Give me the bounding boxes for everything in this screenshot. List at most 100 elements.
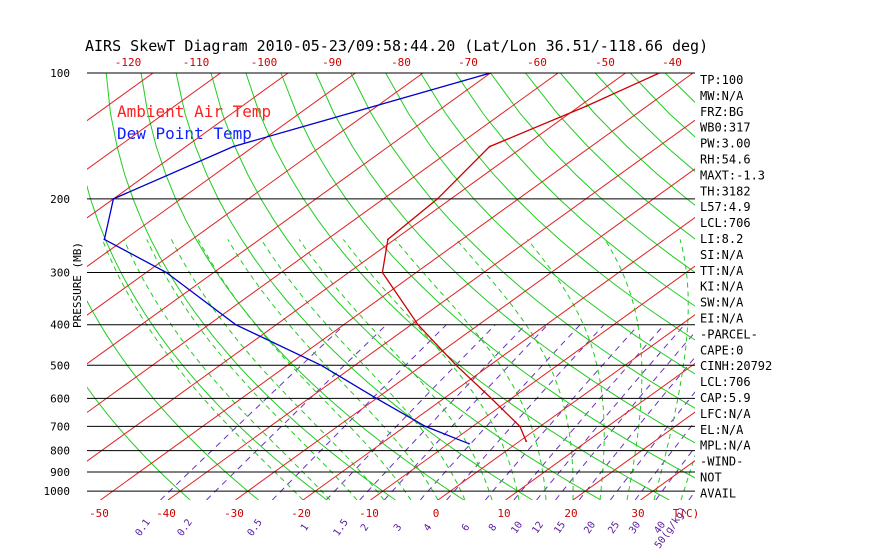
dew-point-point bbox=[103, 238, 106, 241]
moist-adiabat-line bbox=[197, 239, 412, 500]
chart-title: AIRS SkewT Diagram 2010-05-23/09:58:44.2… bbox=[85, 37, 708, 55]
mixing-ratio-line bbox=[555, 331, 695, 500]
dry-adiabat-line bbox=[455, 73, 695, 307]
pressure-tick-label: 600 bbox=[50, 392, 70, 405]
side-panel: TP:100MW:N/AFRZ:BGWB0:317PW:3.00RH:54.6M… bbox=[700, 73, 772, 500]
dew-point-point bbox=[468, 442, 470, 445]
ambient-temp-point bbox=[455, 364, 458, 367]
side-panel-item: MPL:N/A bbox=[700, 439, 751, 453]
side-panel-item: MW:N/A bbox=[700, 89, 744, 103]
dew-point-point bbox=[320, 364, 323, 367]
bottom-temp-tick-label: -50 bbox=[89, 507, 109, 520]
side-panel-item: LFC:N/A bbox=[700, 407, 751, 421]
side-panel-item: SW:N/A bbox=[700, 296, 744, 310]
dry-adiabat-line bbox=[105, 73, 396, 500]
isotherm-line bbox=[572, 411, 695, 500]
ambient-temp-point bbox=[488, 145, 491, 148]
ambient-temp-point bbox=[585, 105, 588, 108]
dry-adiabat-line bbox=[385, 73, 695, 375]
mixing-ratio-label: 20 bbox=[582, 520, 598, 536]
mixing-ratio-line bbox=[359, 324, 526, 500]
ambient-temp-series bbox=[381, 73, 661, 443]
side-panel-item: NOT bbox=[700, 471, 722, 485]
side-panel-item: AVAIL bbox=[700, 486, 736, 500]
side-panel-item: RH:54.6 bbox=[700, 153, 751, 167]
dry-adiabat-line bbox=[525, 73, 695, 240]
pressure-tick-label: 500 bbox=[50, 359, 70, 372]
bottom-temp-tick-label: T(C) bbox=[673, 507, 700, 520]
isotherm-line bbox=[776, 73, 870, 500]
pressure-tick-label: 200 bbox=[50, 193, 70, 206]
top-temp-tick-label: -50 bbox=[595, 56, 615, 69]
dew-point-series bbox=[103, 73, 492, 445]
mixing-ratio-line bbox=[446, 324, 605, 500]
dry-adiabat-line bbox=[175, 73, 533, 500]
dry-adiabat-line bbox=[420, 73, 695, 341]
isotherm-line bbox=[87, 73, 356, 268]
pressure-tick-label: 800 bbox=[50, 445, 70, 458]
pressure-tick-label: 900 bbox=[50, 466, 70, 479]
pressure-tick-label: 1000 bbox=[44, 485, 71, 498]
mixing-ratio-line bbox=[383, 324, 549, 500]
dry-adiabat-line bbox=[735, 73, 870, 500]
ambient-temp-point bbox=[386, 238, 389, 241]
dry-adiabat-line bbox=[87, 299, 259, 500]
isotherm-line bbox=[302, 216, 695, 500]
side-panel-item: TT:N/A bbox=[700, 264, 744, 278]
side-panel-item: EL:N/A bbox=[700, 423, 744, 437]
top-temp-tick-label: -80 bbox=[391, 56, 411, 69]
moist-adiabat-line bbox=[146, 239, 358, 500]
dew-point-point bbox=[424, 425, 427, 428]
side-panel-item: PW:3.00 bbox=[700, 137, 751, 151]
isotherm-line bbox=[87, 73, 559, 414]
top-temp-tick-label: -110 bbox=[183, 56, 210, 69]
legend-dew-point-temp: Dew Point Temp bbox=[117, 124, 252, 143]
moist-adiabat-line bbox=[455, 239, 574, 500]
side-panel-item: FRZ:BG bbox=[700, 105, 743, 119]
isotherm-line bbox=[235, 168, 695, 500]
side-panel-item: KI:N/A bbox=[700, 280, 744, 294]
isotherm-line bbox=[87, 73, 221, 170]
moist-adiabat-line bbox=[653, 239, 689, 500]
side-panel-item: MAXT:-1.3 bbox=[700, 168, 765, 182]
top-temp-tick-label: -120 bbox=[115, 56, 142, 69]
mixing-ratio-label: 25 bbox=[606, 520, 622, 536]
side-panel-item: -PARCEL- bbox=[700, 327, 758, 341]
top-temp-tick-label: -90 bbox=[322, 56, 342, 69]
bottom-temp-tick-label: 30 bbox=[631, 507, 644, 520]
dry-adiabat-line bbox=[805, 73, 870, 500]
ambient-temp-point bbox=[490, 397, 493, 400]
moist-adiabat-line bbox=[123, 239, 331, 500]
pressure-tick-label: 400 bbox=[50, 319, 70, 332]
mixing-ratio-label: 0.5 bbox=[246, 517, 265, 538]
dew-point-point bbox=[112, 197, 115, 200]
mixing-ratio-label: 15 bbox=[552, 520, 568, 536]
side-panel-item: TP:100 bbox=[700, 73, 743, 87]
mixing-ratio-label: 1 bbox=[299, 522, 311, 533]
side-panel-item: WB0:317 bbox=[700, 121, 751, 135]
moist-adiabat-line bbox=[260, 239, 466, 500]
mixing-ratio-label: 6 bbox=[460, 522, 472, 533]
moist-adiabat-line bbox=[227, 239, 439, 500]
isotherm-line bbox=[370, 265, 695, 500]
dry-adiabat-line bbox=[664, 73, 695, 103]
bottom-temp-tick-label: -40 bbox=[156, 507, 176, 520]
mixing-ratio-label: 2 bbox=[359, 522, 371, 533]
ambient-temp-point bbox=[436, 197, 439, 200]
ambient-temp-point bbox=[525, 440, 528, 443]
side-panel-item: L57:4.9 bbox=[700, 200, 751, 214]
dry-adiabat-line bbox=[315, 73, 695, 444]
ambient-temp-line bbox=[381, 73, 660, 442]
mixing-ratio-label: 12 bbox=[530, 520, 546, 536]
side-panel-item: LCL:706 bbox=[700, 216, 751, 230]
moist-adiabat-line bbox=[101, 239, 304, 500]
bottom-temp-tick-label: -30 bbox=[224, 507, 244, 520]
mixing-ratio-label: 1.5 bbox=[332, 517, 351, 538]
dry-adiabat-line bbox=[490, 73, 695, 274]
isotherm-line bbox=[640, 460, 695, 500]
isotherm-line bbox=[87, 73, 289, 219]
dew-point-point bbox=[375, 397, 378, 400]
side-panel-item: CAPE:0 bbox=[700, 343, 743, 357]
top-temp-tick-label: -70 bbox=[458, 56, 478, 69]
